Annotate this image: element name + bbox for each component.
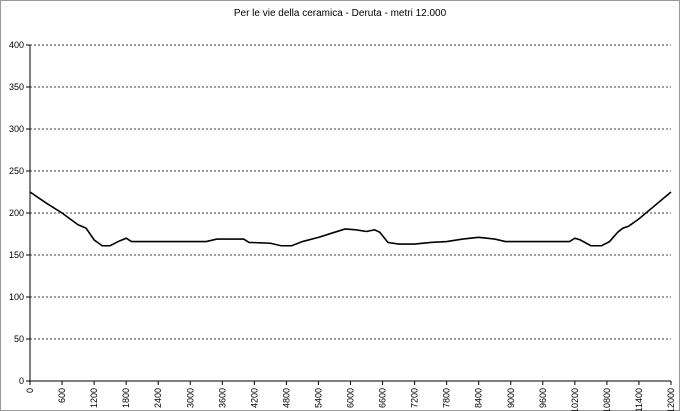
x-tick-label: 7800 — [442, 388, 452, 408]
x-tick-label: 600 — [57, 388, 67, 403]
x-tick-label: 12000 — [666, 388, 676, 411]
x-tick-label: 2400 — [153, 388, 163, 408]
y-tick-label: 100 — [9, 292, 24, 302]
y-tick-label: 0 — [19, 376, 24, 386]
x-tick-label: 0 — [25, 388, 35, 393]
line-series — [29, 191, 672, 247]
chart-title: Per le vie della ceramica - Deruta - met… — [234, 8, 447, 19]
x-tick-label: 3600 — [217, 388, 227, 408]
x-tick-label: 7200 — [410, 388, 420, 408]
x-tick-label: 4800 — [281, 388, 291, 408]
y-tick-label: 200 — [9, 208, 24, 218]
x-tick-label: 1800 — [121, 388, 131, 408]
y-tick-label: 350 — [9, 82, 24, 92]
x-tick-label: 10800 — [602, 388, 612, 411]
y-tick-label: 400 — [9, 40, 24, 50]
y-tick-label: 300 — [9, 124, 24, 134]
x-tick-label: 1200 — [89, 388, 99, 408]
x-tick-label: 8400 — [474, 388, 484, 408]
x-tick-label: 3000 — [185, 388, 195, 408]
y-tick-label: 250 — [9, 166, 24, 176]
y-tick-label: 150 — [9, 250, 24, 260]
x-tick-label: 9600 — [538, 388, 548, 408]
x-tick-label: 4200 — [249, 388, 259, 408]
x-tick-label: 9000 — [506, 388, 516, 408]
y-tick-label: 50 — [14, 334, 24, 344]
x-tick-label: 5400 — [313, 388, 323, 408]
x-tick-label: 6600 — [378, 388, 388, 408]
x-tick-label: 10200 — [570, 388, 580, 411]
x-tick-label: 6000 — [346, 388, 356, 408]
x-tick-label: 11400 — [634, 388, 644, 411]
